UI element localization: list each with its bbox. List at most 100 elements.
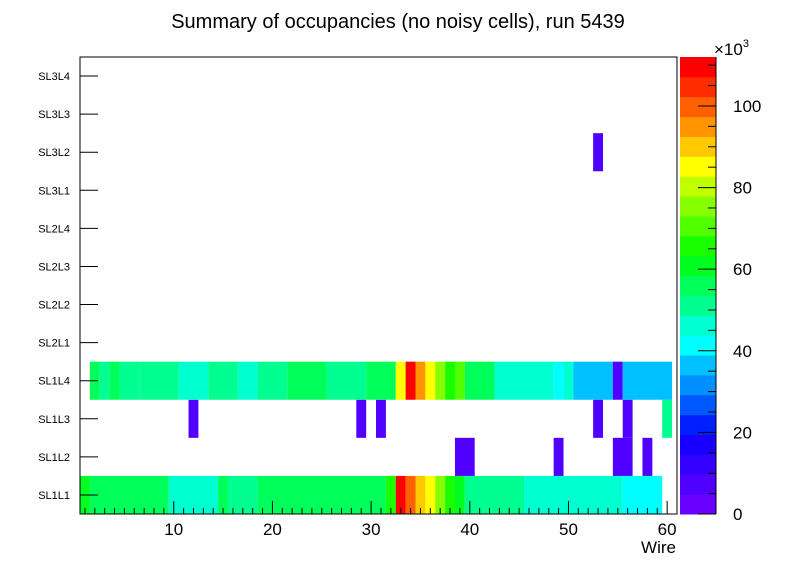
heatmap-cell [415,475,426,514]
heatmap-cell [445,475,455,514]
heatmap-cell [237,361,258,400]
heatmap-cell [425,475,436,514]
heatmap-cell [593,133,603,172]
heatmap-cell [356,399,367,438]
heatmap-cell [257,361,288,400]
heatmap-cell [612,437,633,476]
z-tick-label: 40 [733,342,752,361]
palette-band [680,394,716,416]
y-axis: SL1L1 SL1L2 SL1L3 SL1L4 SL2L1 SL2L2 SL2L3 SL2L4… [38,71,98,502]
heatmap-cell [415,361,426,400]
palette-band [680,374,716,396]
palette-band [680,454,716,475]
palette-band [680,96,716,118]
color-palette [680,57,716,515]
heatmap-cell [228,475,258,514]
z-tick-label: 60 [733,260,752,279]
z-multiplier-exponent: 3 [743,38,749,50]
x-tick-label: 40 [460,520,479,539]
palette-band [680,315,716,336]
z-tick-label: 100 [733,97,761,116]
z-tick-label: 0 [733,505,742,524]
z-multiplier-base: ×10 [714,40,743,59]
heatmap-cell [464,361,495,400]
y-tick-label: SL3L1 [38,185,70,197]
heatmap-cell [553,437,564,476]
heatmap-cell [168,475,219,514]
palette-band [680,57,716,78]
heatmap-cell [385,475,396,514]
palette-band [680,215,716,237]
heatmap-cell [218,475,229,514]
palette-band [680,295,716,316]
heatmap-cell [208,361,238,400]
heatmap-cells [80,133,673,514]
y-tick-label: SL2L1 [38,338,70,350]
z-tick-label: 20 [733,423,752,442]
y-tick-label: SL2L4 [38,223,70,235]
y-tick-label: SL2L2 [38,300,70,312]
heatmap-cell [593,399,603,438]
heatmap-cell [425,361,436,400]
palette-band [680,355,716,376]
palette-band [680,76,716,98]
heatmap-cell [188,399,199,438]
heatmap-cell [326,361,367,400]
heatmap-cell [622,399,633,438]
heatmap-cell [622,361,673,400]
heatmap-cell [454,475,465,514]
z-axis: 0 20 40 60 80 100 [698,57,761,524]
palette-band [680,275,716,296]
z-multiplier-label: ×103 [714,38,749,59]
y-tick-label: SL1L4 [38,376,70,388]
heatmap-cell [573,361,613,400]
plot-border [79,56,678,515]
palette-band [680,116,716,137]
heatmap-cell [178,361,209,400]
y-tick-label: SL1L1 [38,490,70,502]
heatmap-cell [553,361,564,400]
heatmap-cell [454,437,475,476]
heatmap-cell [454,361,465,400]
x-tick-label: 30 [362,520,381,539]
palette-band [680,434,716,455]
y-tick-label: SL1L2 [38,452,70,464]
chart-title: Summary of occupancies (no noisy cells),… [171,11,625,33]
palette-band [680,235,716,257]
y-tick-label: SL2L3 [38,261,70,273]
heatmap-cell [563,361,574,400]
heatmap-cell [395,475,406,514]
y-tick-label: SL1L3 [38,414,70,426]
heatmap-cell [622,475,663,514]
heatmap-cell [287,361,327,400]
heatmap-cell [139,361,179,400]
heatmap-cell [662,399,673,438]
x-tick-label: 50 [559,520,578,539]
heatmap-cell [435,361,446,400]
heatmap-cell [89,475,169,514]
palette-band [680,156,716,177]
palette-band [680,196,716,217]
palette-band [680,414,716,436]
x-axis-label: Wire [641,538,676,557]
palette-band [680,255,716,277]
x-tick-label: 20 [263,520,282,539]
plot-frame [79,56,678,515]
heatmap-cell [119,361,140,400]
heatmap-cell [405,475,416,514]
y-tick-label: SL3L4 [38,71,70,83]
heatmap-cell [612,361,623,400]
heatmap-cell [524,475,623,514]
heatmap-cell [376,399,386,438]
palette-band [680,474,716,495]
heatmap-cell [642,437,653,476]
heatmap-cell [464,475,525,514]
x-tick-label: 10 [164,520,183,539]
heatmap-cell [395,361,406,400]
heatmap-cell [435,475,446,514]
palette-band [680,176,716,197]
palette-band [680,136,716,157]
heatmap-cell [405,361,416,400]
z-tick-label: 80 [733,179,752,198]
